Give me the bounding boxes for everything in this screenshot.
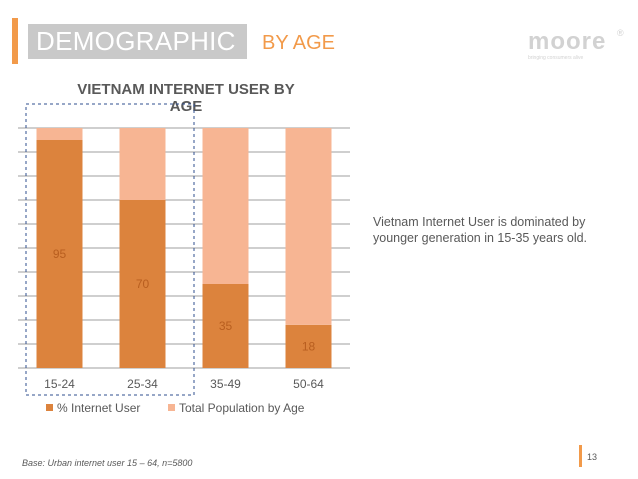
- chart-title-line: AGE: [170, 98, 203, 115]
- page-title: DEMOGRAPHIC: [28, 24, 247, 59]
- bar-total-population: [285, 128, 332, 325]
- highlight-box: [25, 103, 195, 396]
- accent-bar: [12, 18, 18, 64]
- footnote: Base: Urban internet user 15 – 64, n=580…: [22, 458, 193, 468]
- legend-label: % Internet User: [57, 401, 140, 415]
- data-label: 35: [219, 319, 233, 333]
- bar-internet-user: [119, 200, 166, 368]
- bar-total-population: [36, 128, 83, 140]
- logo-wordmark: moore: [528, 28, 607, 55]
- bar-internet-user: [285, 324, 332, 368]
- logo-registered-mark: ®: [617, 28, 624, 38]
- moore-logo: moore ® bringing consumers alive: [528, 28, 628, 70]
- data-label: 95: [53, 247, 67, 261]
- bar-total-population: [202, 128, 249, 284]
- bar-total-population: [119, 128, 166, 200]
- legend-swatch: [46, 404, 53, 411]
- data-label: 18: [302, 339, 316, 353]
- x-tick-label: 50-64: [293, 377, 324, 391]
- legend-swatch: [168, 404, 175, 411]
- chart-title-line: VIETNAM INTERNET USER BY: [77, 81, 295, 98]
- x-tick-label: 25-34: [127, 377, 158, 391]
- page-number: 13: [587, 452, 598, 462]
- x-tick-label: 15-24: [44, 377, 75, 391]
- logo-tagline: bringing consumers alive: [528, 55, 584, 61]
- legend-label: Total Population by Age: [179, 401, 305, 415]
- data-label: 70: [136, 277, 150, 291]
- bar-internet-user: [202, 284, 249, 368]
- side-note: Vietnam Internet User is dominated by yo…: [373, 215, 588, 245]
- x-tick-label: 35-49: [210, 377, 241, 391]
- page-number-bar: [579, 445, 582, 467]
- page-subtitle: BY AGE: [262, 32, 336, 54]
- bar-internet-user: [36, 140, 83, 368]
